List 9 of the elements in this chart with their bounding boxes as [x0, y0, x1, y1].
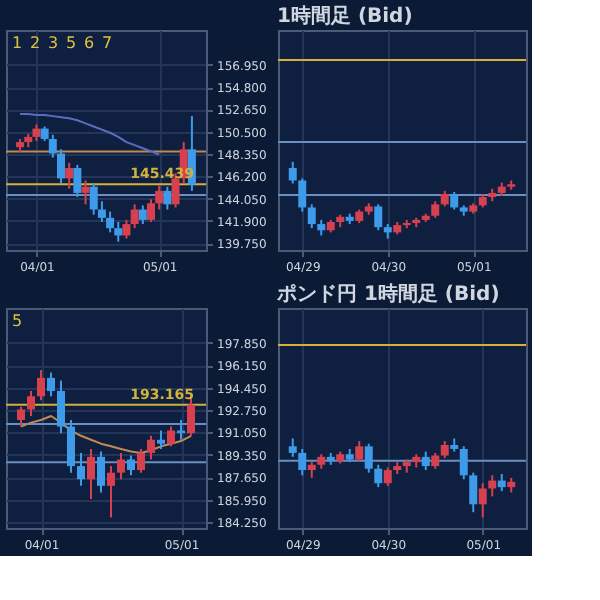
annotation: 1 [12, 34, 23, 52]
chart-title: ポンド円 1時間足 (Bid) [275, 282, 500, 306]
annotation: 5 [12, 312, 23, 330]
chart-title: 1時間足 (Bid) [277, 4, 413, 28]
annotation: 5 [66, 34, 77, 52]
annotation: 3 [48, 34, 59, 52]
annotation: 6 [84, 34, 95, 52]
annotation: 2 [30, 34, 41, 52]
annotation: 7 [102, 34, 113, 52]
